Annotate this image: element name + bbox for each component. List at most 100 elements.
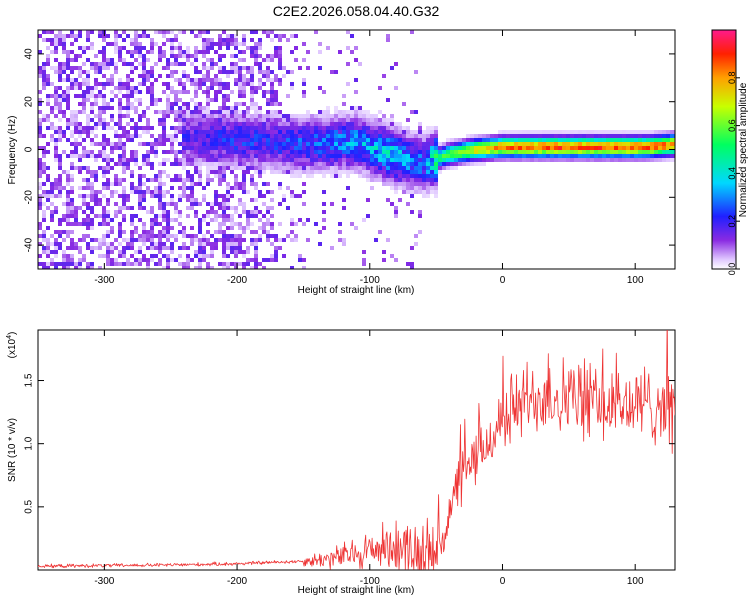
heatmap-cell bbox=[130, 174, 134, 178]
heatmap-cell bbox=[218, 110, 222, 114]
heatmap-cell bbox=[338, 158, 342, 162]
heatmap-cell bbox=[290, 130, 294, 134]
heatmap-cell bbox=[458, 138, 462, 142]
heatmap-cell bbox=[346, 174, 350, 178]
heatmap-cell bbox=[366, 198, 370, 202]
heatmap-cell bbox=[286, 166, 290, 170]
heatmap-cell bbox=[222, 266, 226, 269]
heatmap-cell bbox=[250, 30, 254, 34]
heatmap-cell bbox=[278, 146, 282, 150]
heatmap-cell bbox=[166, 86, 170, 90]
heatmap-cell bbox=[166, 62, 170, 66]
heatmap-cell bbox=[298, 146, 302, 150]
heatmap-cell bbox=[370, 122, 374, 126]
heatmap-cell bbox=[198, 114, 202, 118]
heatmap-cell bbox=[434, 166, 438, 170]
heatmap-cell bbox=[126, 86, 130, 90]
heatmap-cell bbox=[62, 78, 66, 82]
heatmap-cell bbox=[78, 110, 82, 114]
heatmap-cell bbox=[246, 138, 250, 142]
heatmap-cell bbox=[242, 154, 246, 158]
heatmap-cell bbox=[62, 230, 66, 234]
heatmap-cell bbox=[166, 226, 170, 230]
heatmap-cell bbox=[534, 138, 538, 142]
heatmap-cell bbox=[130, 222, 134, 226]
heatmap-cell bbox=[246, 166, 250, 170]
heatmap-cell bbox=[406, 202, 410, 206]
heatmap-cell bbox=[210, 122, 214, 126]
heatmap-cell bbox=[90, 46, 94, 50]
heatmap-cell bbox=[206, 174, 210, 178]
heatmap-cell bbox=[594, 134, 598, 138]
heatmap-cell bbox=[102, 142, 106, 146]
heatmap-cell bbox=[406, 134, 410, 138]
heatmap-cell bbox=[78, 222, 82, 226]
heatmap-cell bbox=[194, 138, 198, 142]
heatmap-cell bbox=[198, 78, 202, 82]
heatmap-cell bbox=[118, 210, 122, 214]
heatmap-cell bbox=[270, 90, 274, 94]
heatmap-cell bbox=[606, 134, 610, 138]
heatmap-cell bbox=[230, 62, 234, 66]
heatmap-cell bbox=[526, 154, 530, 158]
heatmap-cell bbox=[270, 30, 274, 34]
heatmap-cell bbox=[282, 122, 286, 126]
heatmap-cell bbox=[182, 122, 186, 126]
heatmap-cell bbox=[530, 130, 534, 134]
heatmap-cell bbox=[90, 86, 94, 90]
heatmap-cell bbox=[342, 110, 346, 114]
heatmap-cell bbox=[270, 126, 274, 130]
heatmap-cell bbox=[218, 106, 222, 110]
heatmap-cell bbox=[546, 146, 550, 150]
heatmap-cell bbox=[142, 230, 146, 234]
heatmap-cell bbox=[426, 150, 430, 154]
heatmap-cell bbox=[234, 266, 238, 269]
heatmap-cell bbox=[102, 210, 106, 214]
heatmap-cell bbox=[226, 146, 230, 150]
heatmap-cell bbox=[446, 146, 450, 150]
heatmap-cell bbox=[74, 118, 78, 122]
heatmap-cell bbox=[102, 214, 106, 218]
heatmap-cell bbox=[514, 138, 518, 142]
heatmap-cell bbox=[50, 250, 54, 254]
snr-scale-exponent: 4 bbox=[6, 335, 13, 339]
heatmap-cell bbox=[138, 102, 142, 106]
heatmap-cell bbox=[194, 54, 198, 58]
heatmap-cell bbox=[122, 206, 126, 210]
heatmap-cell bbox=[310, 154, 314, 158]
heatmap-cell bbox=[90, 186, 94, 190]
heatmap-cell bbox=[362, 146, 366, 150]
heatmap-cell bbox=[258, 46, 262, 50]
heatmap-cell bbox=[246, 122, 250, 126]
heatmap-cell bbox=[242, 178, 246, 182]
heatmap-cell bbox=[110, 114, 114, 118]
heatmap-cell bbox=[550, 134, 554, 138]
heatmap-cell bbox=[186, 158, 190, 162]
heatmap-cell bbox=[38, 222, 42, 226]
heatmap-cell bbox=[298, 154, 302, 158]
heatmap-cell bbox=[462, 142, 466, 146]
heatmap-cell bbox=[490, 150, 494, 154]
heatmap-cell bbox=[150, 126, 154, 130]
heatmap-cell bbox=[238, 142, 242, 146]
heatmap-cell bbox=[254, 182, 258, 186]
heatmap-cell bbox=[478, 150, 482, 154]
heatmap-cell bbox=[666, 146, 670, 150]
heatmap-cell bbox=[218, 230, 222, 234]
heatmap-cell bbox=[158, 190, 162, 194]
heatmap-cell bbox=[150, 190, 154, 194]
heatmap-cell bbox=[318, 230, 322, 234]
heatmap-cell bbox=[406, 118, 410, 122]
heatmap-cell bbox=[562, 134, 566, 138]
heatmap-cell bbox=[398, 162, 402, 166]
heatmap-cell bbox=[234, 110, 238, 114]
heatmap-cell bbox=[282, 150, 286, 154]
heatmap-cell bbox=[126, 122, 130, 126]
heatmap-cell bbox=[406, 130, 410, 134]
heatmap-cell bbox=[394, 166, 398, 170]
heatmap-cell bbox=[74, 82, 78, 86]
heatmap-cell bbox=[38, 70, 42, 74]
heatmap-cell bbox=[322, 210, 326, 214]
heatmap-cell bbox=[214, 242, 218, 246]
heatmap-cell bbox=[254, 146, 258, 150]
